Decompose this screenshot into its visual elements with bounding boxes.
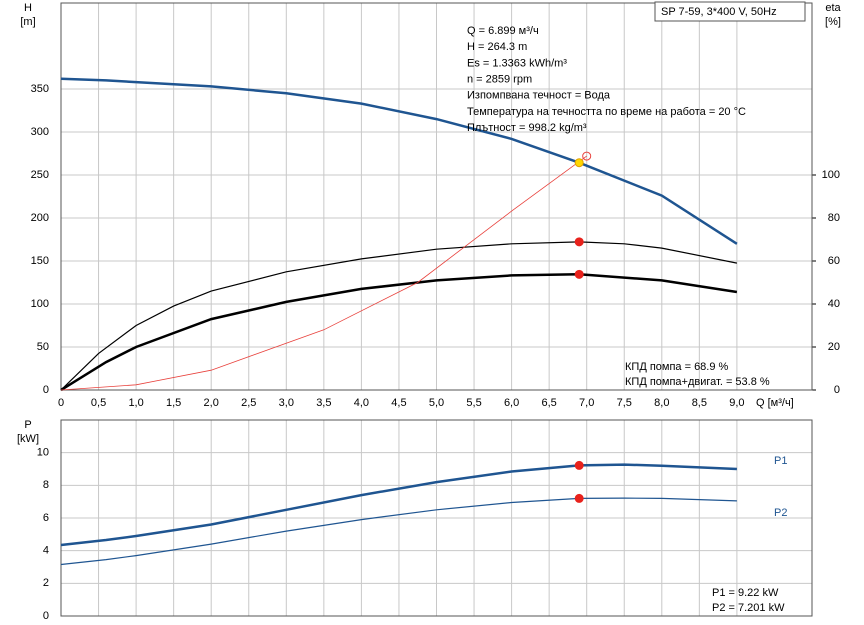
x-tick-label: 5,0 — [429, 397, 444, 409]
x-tick-label: 6,5 — [542, 397, 557, 409]
x-tick-label: 8,0 — [654, 397, 669, 409]
x-tick-label: 2,0 — [204, 397, 219, 409]
annotation: Q = 6.899 м³/ч — [467, 25, 539, 37]
y-tick-label: 0 — [43, 384, 49, 396]
y-tick-label: 200 — [31, 212, 49, 224]
x-tick-label: 4,5 — [391, 397, 406, 409]
y-tick-label: 300 — [31, 126, 49, 138]
y2-tick-label: 40 — [828, 298, 840, 310]
x-tick-label: 5,5 — [466, 397, 481, 409]
y-tick-label: 100 — [31, 298, 49, 310]
x-tick-label: 6,0 — [504, 397, 519, 409]
note: КПД помпа+двигат. = 53.8 % — [625, 376, 770, 388]
series-label: P2 — [774, 507, 787, 519]
annotation: Изпомпвана течност = Вода — [467, 90, 611, 102]
y-tick-label: 50 — [37, 341, 49, 353]
y2-tick-label: 80 — [828, 212, 840, 224]
annotation: H = 264.3 m — [467, 41, 527, 53]
y-tick-label: 4 — [43, 545, 49, 557]
note: P1 = 9.22 kW — [712, 587, 779, 599]
y-axis-label: H — [24, 2, 32, 14]
x-tick-label: 7,5 — [617, 397, 632, 409]
annotation: Плътност = 998.2 kg/m³ — [467, 122, 587, 134]
y2-tick-label: 60 — [828, 255, 840, 267]
y-tick-label: 250 — [31, 169, 49, 181]
series-line — [60, 241, 738, 391]
y2-tick-label: 0 — [834, 384, 840, 396]
x-tick-label: 8,5 — [692, 397, 707, 409]
annotation: Es = 1.3363 kWh/m³ — [467, 57, 567, 69]
operating-point — [574, 158, 584, 168]
operating-point — [582, 151, 592, 161]
plot-frame — [60, 2, 813, 391]
operating-point — [574, 237, 584, 247]
y-tick-label: 10 — [37, 447, 49, 459]
series-line — [60, 463, 737, 547]
x-tick-label: 9,0 — [729, 397, 744, 409]
y-axis-unit: [kW] — [17, 433, 39, 445]
x-tick-label: 3,5 — [316, 397, 331, 409]
series-line — [60, 273, 738, 392]
note: КПД помпа = 68.9 % — [625, 361, 729, 373]
y-tick-label: 150 — [31, 255, 49, 267]
x-tick-label: 2,5 — [241, 397, 256, 409]
model-box — [654, 1, 806, 22]
series-line — [60, 155, 587, 391]
x-tick-label: 4,0 — [354, 397, 369, 409]
series-line — [60, 497, 737, 566]
operating-point — [574, 460, 584, 470]
plot-frame — [60, 419, 813, 617]
x-tick-label: 0,5 — [91, 397, 106, 409]
y-tick-label: 350 — [31, 83, 49, 95]
y2-axis-unit: [%] — [825, 16, 841, 28]
annotation: n = 2859 rpm — [467, 74, 532, 86]
operating-point — [574, 493, 584, 503]
y-tick-label: 0 — [43, 610, 49, 622]
x-tick-label: 7,0 — [579, 397, 594, 409]
y-tick-label: 2 — [43, 577, 49, 589]
operating-point — [574, 269, 584, 279]
y-axis-label: P — [24, 419, 31, 431]
series-label: P1 — [774, 455, 787, 467]
x-tick-label: 3,0 — [279, 397, 294, 409]
y2-axis-label: eta — [825, 2, 841, 14]
x-axis-label: Q [м³/ч] — [756, 397, 794, 409]
y-tick-label: 8 — [43, 479, 49, 491]
annotation: Температура на течността по време на раб… — [467, 106, 746, 118]
y2-tick-label: 100 — [822, 169, 840, 181]
x-tick-label: 0 — [58, 397, 64, 409]
x-tick-label: 1,0 — [128, 397, 143, 409]
model-label: SP 7-59, 3*400 V, 50Hz — [661, 6, 777, 18]
x-tick-label: 1,5 — [166, 397, 181, 409]
series-line — [60, 77, 738, 245]
note: P2 = 7.201 kW — [712, 602, 785, 614]
y-tick-label: 6 — [43, 512, 49, 524]
y2-tick-label: 20 — [828, 341, 840, 353]
y-axis-unit: [m] — [20, 16, 35, 28]
